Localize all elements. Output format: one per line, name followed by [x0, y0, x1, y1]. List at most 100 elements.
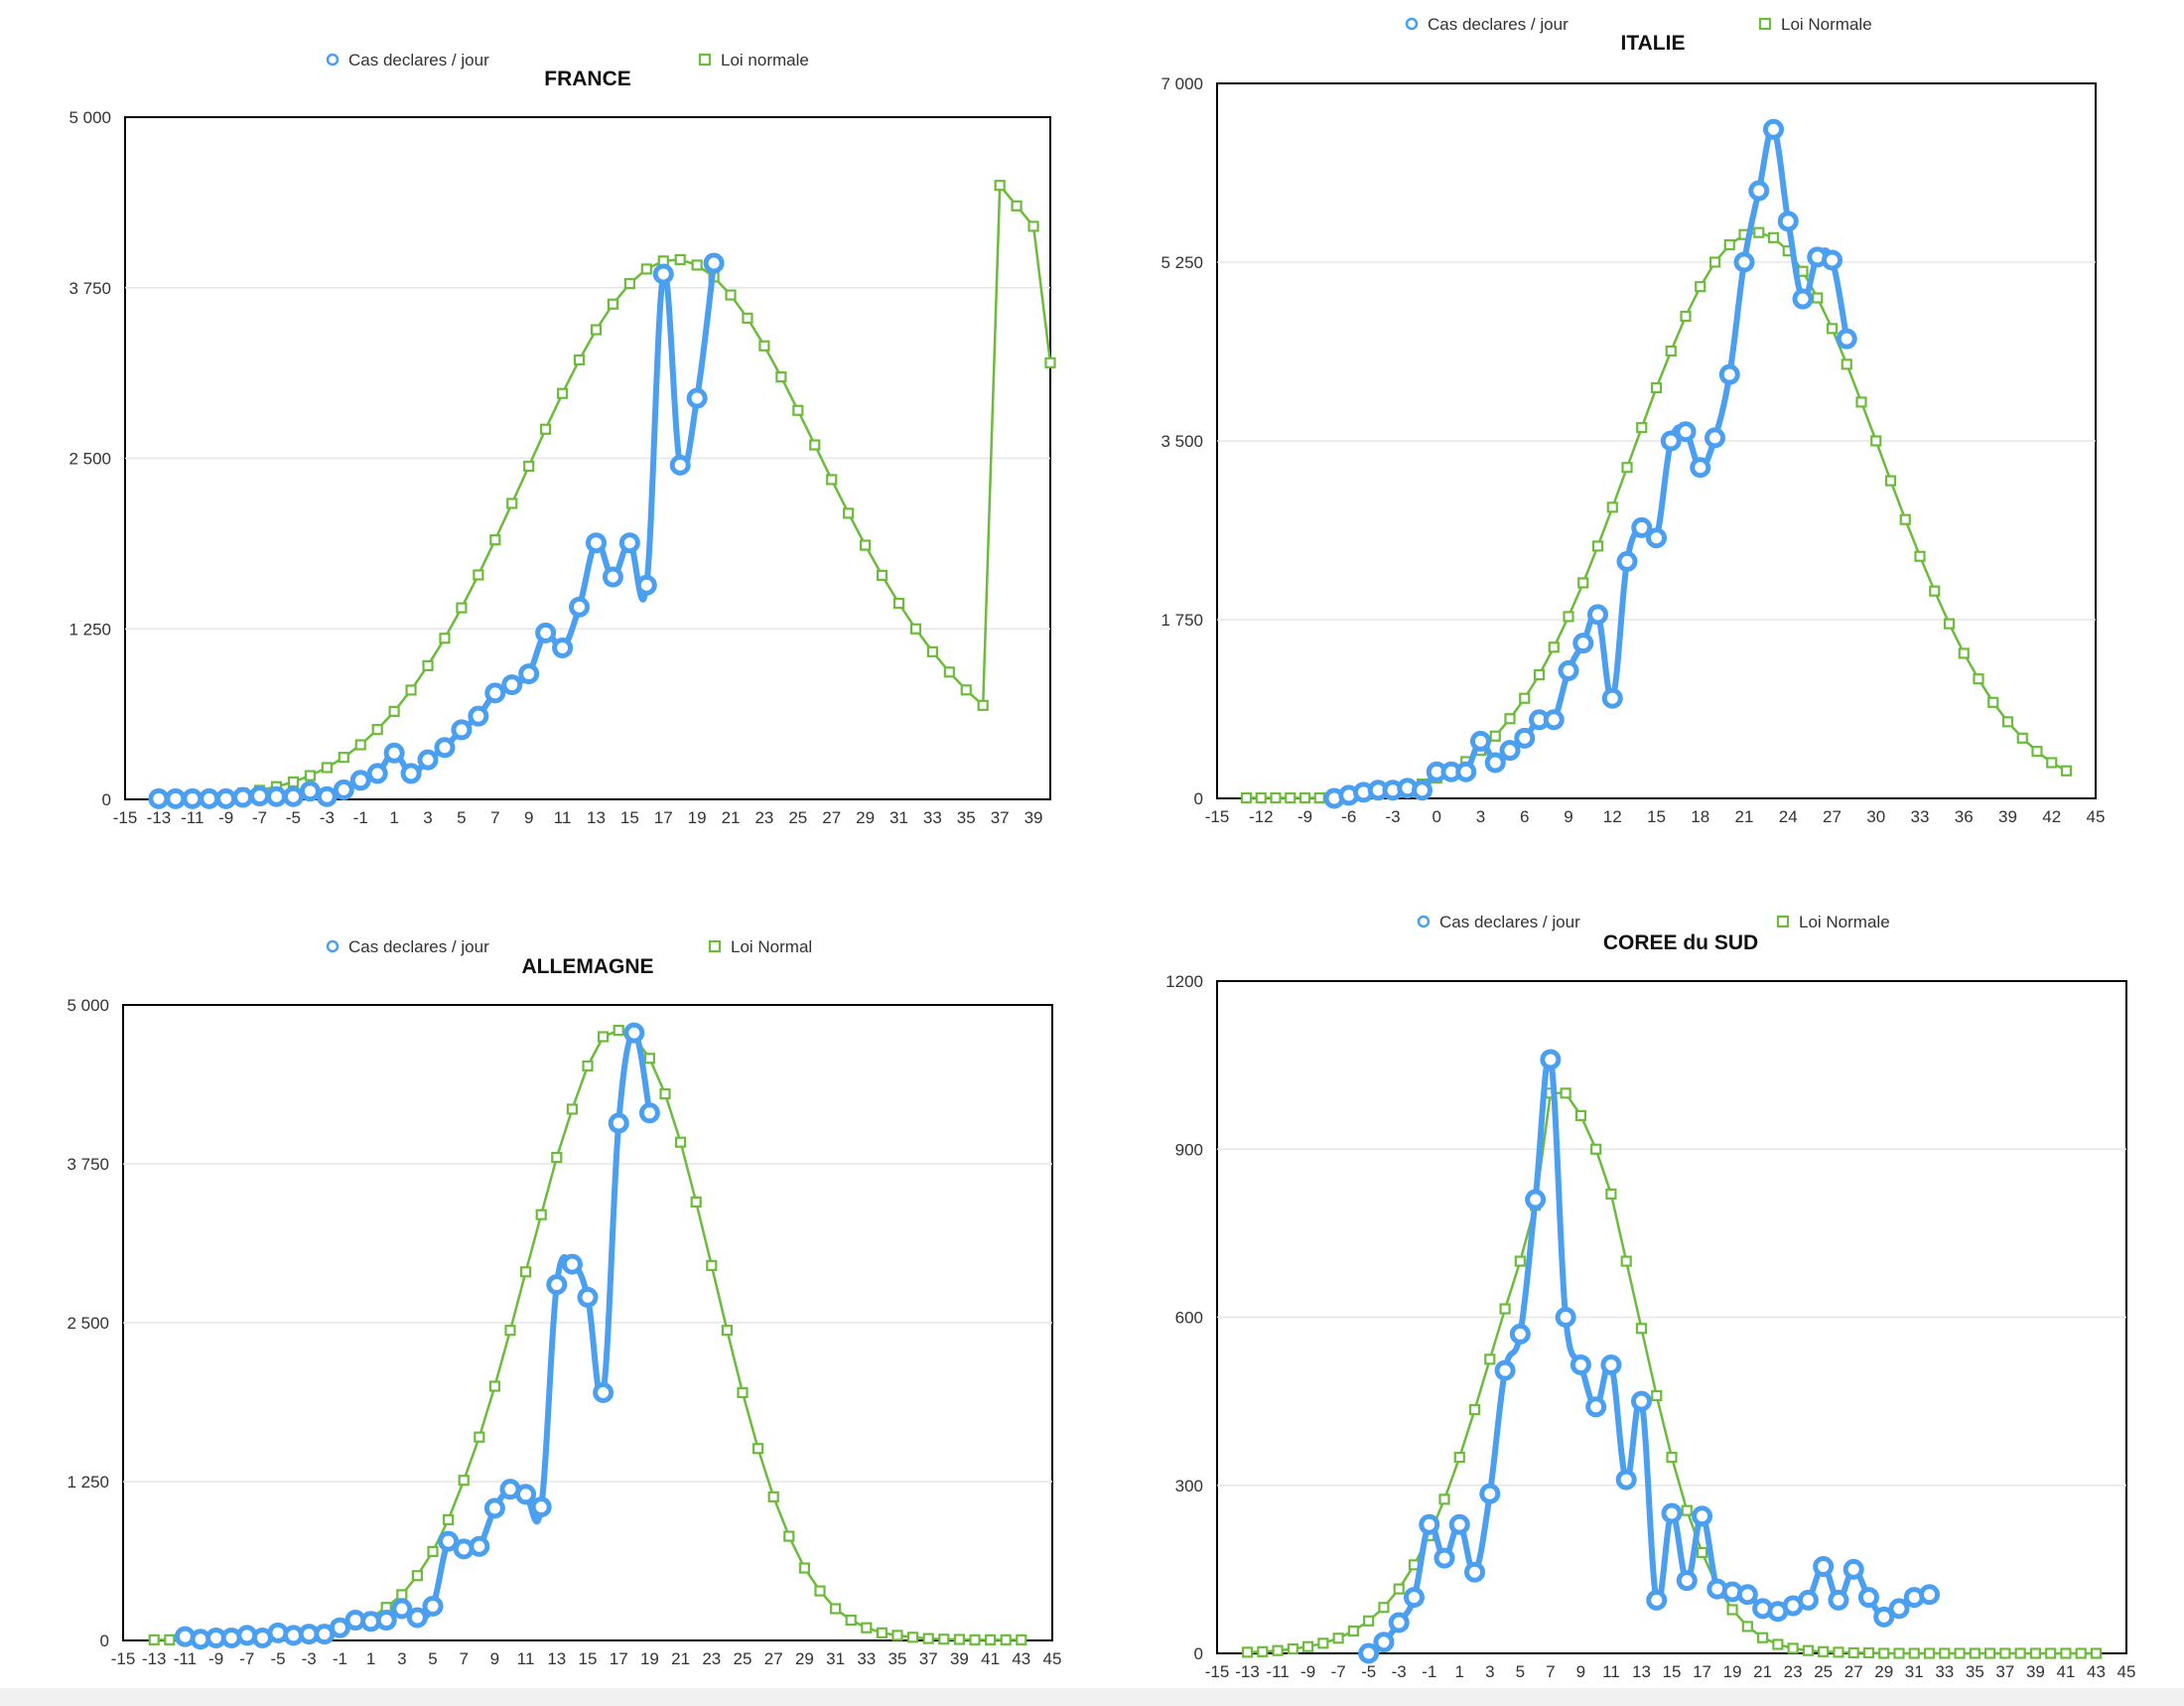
data-point-cases	[1499, 740, 1521, 762]
data-point-normal	[427, 1545, 439, 1558]
data-point-normal	[473, 569, 484, 581]
data-point-normal	[1723, 238, 1735, 251]
x-tick-label: 5	[428, 1649, 437, 1668]
data-point-normal	[1812, 292, 1824, 304]
data-point-normal	[456, 602, 468, 614]
data-point-normal	[439, 633, 451, 644]
data-point-normal	[566, 1103, 579, 1115]
data-point-cases	[1570, 1353, 1591, 1375]
x-tick-label: -11	[181, 808, 204, 827]
x-tick-label: 37	[991, 808, 1010, 827]
x-tick-label: 39	[1998, 807, 2017, 826]
data-point-cases	[1600, 1353, 1622, 1375]
x-tick-label: 33	[1935, 1662, 1954, 1681]
x-tick-label: 23	[754, 808, 773, 827]
data-point-normal	[1257, 1645, 1269, 1657]
data-point-cases	[1718, 363, 1740, 385]
data-point-cases	[585, 532, 607, 554]
x-tick-label: 29	[795, 1649, 814, 1668]
data-point-cases	[484, 682, 506, 704]
data-point-cases	[577, 1286, 599, 1308]
data-point-normal	[1591, 540, 1604, 552]
data-point-normal	[488, 1380, 500, 1392]
x-tick-label: -7	[252, 808, 267, 827]
data-point-cases	[1470, 730, 1491, 752]
legend-label: Loi Normal	[731, 937, 812, 956]
x-tick-label: 3	[1485, 1662, 1494, 1681]
data-point-normal	[1272, 1644, 1284, 1656]
x-tick-label: 9	[524, 808, 533, 827]
data-point-normal	[845, 1614, 857, 1627]
data-point-normal	[1973, 673, 1984, 685]
data-point-normal	[2060, 765, 2073, 777]
data-point-normal	[690, 1196, 702, 1208]
data-point-normal	[1044, 356, 1056, 368]
data-point-cases	[1676, 1570, 1698, 1592]
y-tick-label: 1 750	[1160, 611, 1203, 630]
x-tick-label: 37	[919, 1649, 938, 1668]
x-tick-label: 36	[1955, 807, 1974, 826]
data-point-normal	[573, 354, 586, 366]
x-tick-label: 29	[856, 808, 875, 827]
x-tick-label: -3	[302, 1649, 317, 1668]
x-tick-label: 39	[2026, 1662, 2045, 1681]
x-tick-label: 9	[1564, 807, 1572, 826]
data-point-cases	[1540, 1049, 1562, 1070]
data-point-cases	[406, 1607, 428, 1629]
data-point-normal	[1914, 550, 1926, 562]
data-point-normal	[1548, 641, 1560, 653]
data-point-normal	[1847, 1646, 1859, 1659]
data-point-normal	[489, 534, 501, 546]
data-point-normal	[1818, 1645, 1830, 1657]
legend-label: Loi normale	[721, 51, 809, 70]
x-tick-label: 19	[688, 808, 707, 827]
data-point-normal	[1378, 1602, 1390, 1614]
data-point-normal	[422, 659, 434, 671]
x-tick-label: 45	[2117, 1662, 2136, 1681]
data-point-normal	[775, 371, 787, 383]
y-tick-label: 0	[100, 1632, 109, 1650]
data-point-normal	[674, 1136, 687, 1148]
data-point-normal	[1468, 1403, 1481, 1416]
x-tick-label: -15	[1205, 1662, 1230, 1681]
x-tick-label: 19	[640, 1649, 659, 1668]
x-tick-label: 27	[1844, 1662, 1863, 1681]
data-point-normal	[2014, 1647, 2026, 1659]
data-point-cases	[1888, 1598, 1910, 1620]
data-point-normal	[474, 1431, 485, 1443]
data-point-cases	[530, 1496, 552, 1518]
data-point-cases	[215, 787, 237, 809]
legend-marker-normal	[1776, 915, 1790, 928]
legend-label: Cas declares / jour	[348, 937, 489, 956]
data-point-normal	[1285, 791, 1297, 804]
y-tick-label: 900	[1175, 1140, 1203, 1159]
data-point-normal	[613, 1025, 624, 1037]
data-point-cases	[1555, 1307, 1576, 1328]
data-point-cases	[266, 785, 288, 807]
data-point-cases	[282, 785, 304, 807]
y-tick-label: 5 000	[68, 108, 111, 127]
legend-marker-normal	[1758, 17, 1772, 31]
data-point-normal	[876, 569, 888, 581]
data-point-normal	[582, 1060, 594, 1072]
data-point-cases	[1585, 1396, 1607, 1418]
x-tick-label: -5	[1361, 1662, 1376, 1681]
data-point-cases	[1601, 687, 1623, 709]
data-point-cases	[1630, 1390, 1652, 1412]
x-tick-label: 21	[1753, 1662, 1772, 1681]
data-point-normal	[1695, 281, 1706, 293]
data-point-cases	[148, 787, 170, 809]
data-point-normal	[551, 1152, 563, 1164]
data-point-normal	[338, 752, 349, 764]
data-point-normal	[1577, 577, 1589, 589]
data-point-cases	[618, 532, 640, 554]
data-point-cases	[535, 622, 557, 643]
data-point-normal	[1923, 1647, 1936, 1659]
data-point-normal	[1621, 462, 1633, 474]
data-point-normal	[751, 1443, 764, 1455]
x-tick-label: -15	[113, 808, 138, 827]
data-point-normal	[758, 340, 770, 352]
x-tick-label: 45	[1043, 1649, 1062, 1668]
data-point-cases	[483, 1497, 505, 1519]
